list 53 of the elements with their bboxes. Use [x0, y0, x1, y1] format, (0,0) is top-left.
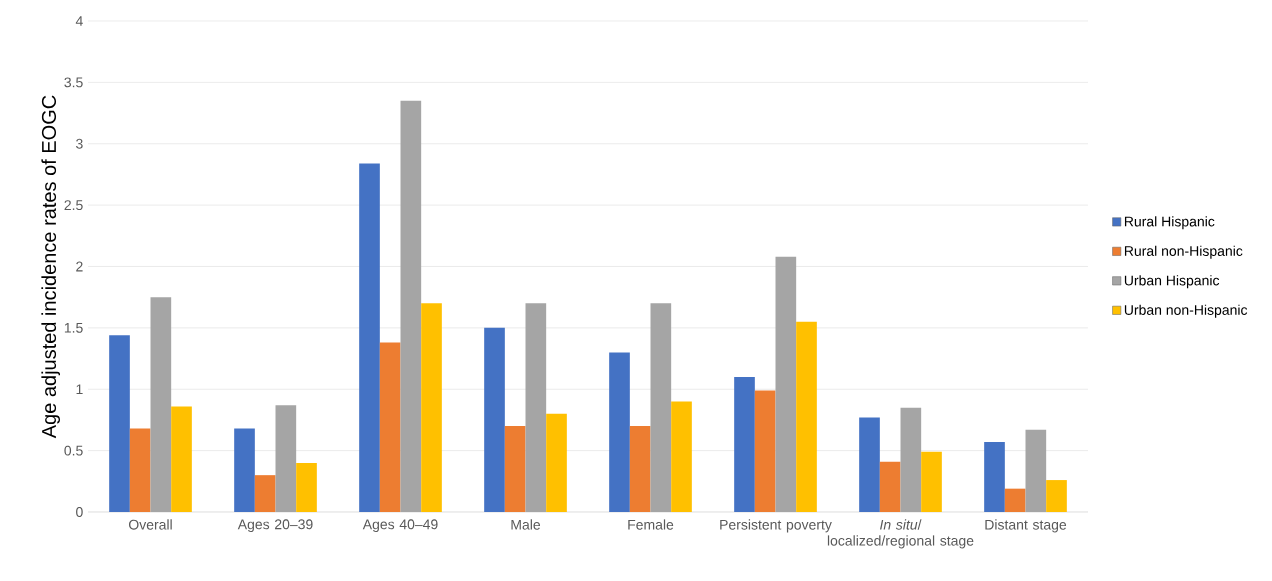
bar [1004, 488, 1026, 512]
y-tick-label: 2 [76, 261, 83, 272]
bar [150, 297, 172, 512]
bar [650, 303, 672, 512]
bar [1025, 429, 1047, 512]
bar [879, 461, 901, 512]
y-tick-label: 4 [75, 16, 83, 26]
bar [109, 335, 130, 512]
bar [275, 405, 297, 512]
legend-label: Rural Hispanic [1124, 216, 1215, 230]
bar [171, 406, 192, 512]
y-tick-label: 0.5 [64, 445, 83, 456]
bar [359, 163, 380, 512]
x-tick-label: Ages 40–49 [362, 519, 438, 533]
x-tick-label: Distant stage [985, 519, 1067, 533]
legend-label: Urban non-Hispanic [1124, 304, 1248, 318]
bar [671, 401, 692, 512]
bar [525, 303, 547, 512]
legend-label: Rural non-Hispanic [1124, 245, 1243, 259]
bar [796, 321, 817, 512]
bar [921, 451, 942, 512]
bar [609, 352, 630, 512]
y-tick-label: 2.5 [64, 200, 83, 211]
x-tick-label: Persistent poverty [720, 519, 832, 533]
bar [484, 327, 505, 512]
bar [754, 390, 776, 512]
bar [400, 100, 422, 512]
bar [296, 462, 317, 512]
bar [1046, 480, 1067, 512]
bar [234, 428, 255, 512]
y-tick-label: 3.5 [64, 77, 83, 88]
y-axis-title: Age adjusted incidence rates of EOGC [41, 95, 61, 439]
bar [734, 376, 755, 512]
bar [546, 413, 567, 512]
x-tick-label: Overall [129, 519, 172, 530]
y-tick-label: 0 [76, 507, 83, 517]
bar [900, 407, 922, 512]
y-tick-label: 1 [76, 384, 83, 395]
legend-label: Urban Hispanic [1124, 275, 1220, 289]
bar [984, 442, 1005, 512]
x-tick-label: Ages 20–39 [237, 519, 313, 533]
bar [421, 303, 442, 512]
bar [859, 417, 880, 512]
bar [129, 428, 151, 512]
bar [379, 342, 401, 512]
y-tick-label: 1.5 [64, 322, 83, 333]
bar [775, 256, 797, 512]
bar [504, 426, 526, 512]
x-tick-label: Female [628, 519, 674, 530]
bar [254, 475, 276, 512]
x-tick-label: Male [511, 519, 541, 530]
bar [629, 426, 651, 512]
y-tick-label: 3 [76, 138, 83, 149]
